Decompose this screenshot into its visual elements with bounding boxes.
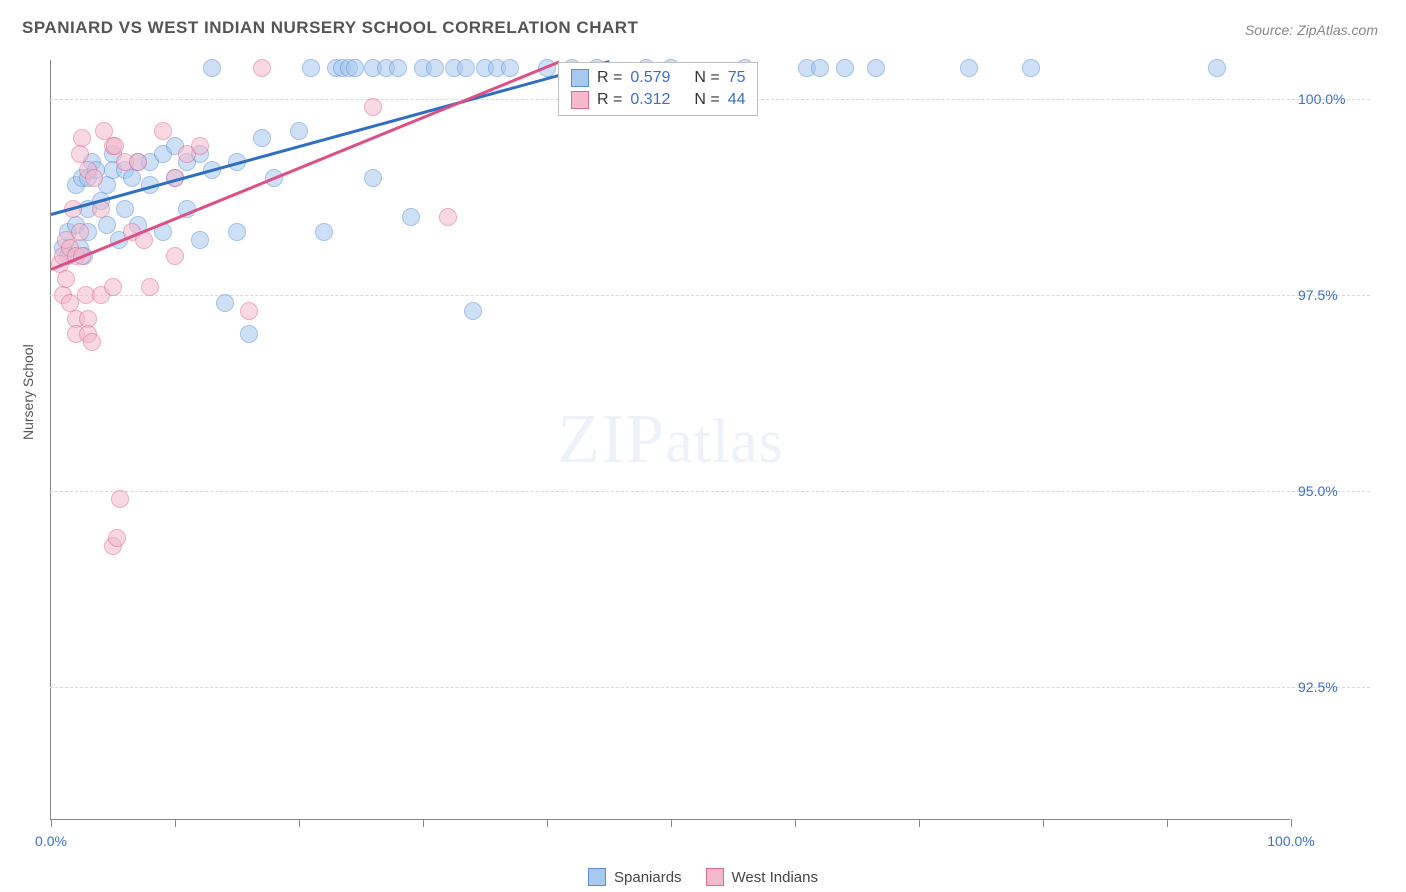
scatter-point-spaniards <box>867 59 885 77</box>
scatter-point-spaniards <box>811 59 829 77</box>
x-tick <box>423 819 424 827</box>
scatter-point-west_indians <box>83 333 101 351</box>
scatter-point-west_indians <box>111 490 129 508</box>
scatter-point-west_indians <box>154 122 172 140</box>
scatter-point-spaniards <box>457 59 475 77</box>
watermark: ZIPatlas <box>557 400 784 480</box>
legend-r-value: 0.579 <box>630 69 686 87</box>
scatter-plot-area: ZIPatlas 92.5%95.0%97.5%100.0%0.0%100.0% <box>50 60 1290 820</box>
legend-swatch-icon <box>706 868 724 886</box>
x-tick <box>51 819 52 827</box>
x-tick <box>547 819 548 827</box>
source-attribution: Source: ZipAtlas.com <box>1245 22 1378 38</box>
x-tick-label: 100.0% <box>1267 833 1314 849</box>
legend-r-label: R = <box>597 69 622 87</box>
watermark-zip: ZIP <box>557 401 665 478</box>
scatter-point-spaniards <box>191 231 209 249</box>
legend-row-west_indians: R = 0.312 N = 44 <box>559 89 757 111</box>
y-tick-label: 92.5% <box>1298 679 1378 695</box>
scatter-point-west_indians <box>240 302 258 320</box>
scatter-point-spaniards <box>302 59 320 77</box>
x-tick <box>1167 819 1168 827</box>
x-tick <box>1043 819 1044 827</box>
gridline <box>50 295 1370 296</box>
scatter-point-spaniards <box>315 223 333 241</box>
scatter-point-spaniards <box>216 294 234 312</box>
scatter-point-spaniards <box>240 325 258 343</box>
scatter-point-spaniards <box>346 59 364 77</box>
scatter-point-spaniards <box>1022 59 1040 77</box>
scatter-point-spaniards <box>290 122 308 140</box>
gridline <box>50 491 1370 492</box>
scatter-point-spaniards <box>1208 59 1226 77</box>
scatter-point-west_indians <box>104 278 122 296</box>
series-legend: Spaniards West Indians <box>0 868 1406 886</box>
scatter-point-spaniards <box>98 216 116 234</box>
scatter-point-spaniards <box>836 59 854 77</box>
scatter-point-west_indians <box>166 247 184 265</box>
scatter-point-west_indians <box>73 129 91 147</box>
scatter-point-spaniards <box>253 129 271 147</box>
trend-line-spaniards <box>51 60 610 215</box>
x-tick <box>919 819 920 827</box>
legend-r-value: 0.312 <box>630 91 686 109</box>
scatter-point-spaniards <box>123 169 141 187</box>
gridline <box>50 687 1370 688</box>
y-tick-label: 97.5% <box>1298 287 1378 303</box>
bottom-legend-label: Spaniards <box>614 869 682 886</box>
scatter-point-spaniards <box>464 302 482 320</box>
scatter-point-west_indians <box>85 169 103 187</box>
bottom-legend-item-west_indians: West Indians <box>706 868 818 886</box>
x-tick <box>299 819 300 827</box>
watermark-atlas: atlas <box>665 408 784 476</box>
chart-title: SPANIARD VS WEST INDIAN NURSERY SCHOOL C… <box>22 18 638 38</box>
x-tick-label: 0.0% <box>35 833 67 849</box>
scatter-point-west_indians <box>108 529 126 547</box>
bottom-legend-item-spaniards: Spaniards <box>588 868 682 886</box>
y-tick-label: 95.0% <box>1298 483 1378 499</box>
legend-n-value: 44 <box>728 91 746 109</box>
scatter-point-spaniards <box>203 59 221 77</box>
scatter-point-spaniards <box>960 59 978 77</box>
scatter-point-west_indians <box>253 59 271 77</box>
x-tick <box>795 819 796 827</box>
scatter-point-spaniards <box>364 169 382 187</box>
scatter-point-spaniards <box>402 208 420 226</box>
legend-r-label: R = <box>597 91 622 109</box>
y-tick-label: 100.0% <box>1298 91 1378 107</box>
scatter-point-spaniards <box>501 59 519 77</box>
scatter-point-spaniards <box>228 223 246 241</box>
legend-row-spaniards: R = 0.579 N = 75 <box>559 67 757 89</box>
correlation-legend: R = 0.579 N = 75 R = 0.312 N = 44 <box>558 62 758 116</box>
scatter-point-west_indians <box>71 223 89 241</box>
legend-swatch-icon <box>571 91 589 109</box>
scatter-point-west_indians <box>57 270 75 288</box>
scatter-point-spaniards <box>389 59 407 77</box>
legend-n-label: N = <box>694 91 719 109</box>
scatter-point-west_indians <box>364 98 382 116</box>
scatter-point-spaniards <box>116 200 134 218</box>
bottom-legend-label: West Indians <box>732 869 818 886</box>
scatter-point-west_indians <box>439 208 457 226</box>
y-axis-label: Nursery School <box>20 344 36 440</box>
scatter-point-west_indians <box>129 153 147 171</box>
legend-swatch-icon <box>588 868 606 886</box>
x-tick <box>175 819 176 827</box>
x-tick <box>1291 819 1292 827</box>
scatter-point-west_indians <box>141 278 159 296</box>
scatter-point-west_indians <box>191 137 209 155</box>
scatter-point-spaniards <box>426 59 444 77</box>
legend-n-label: N = <box>694 69 719 87</box>
legend-n-value: 75 <box>728 69 746 87</box>
legend-swatch-icon <box>571 69 589 87</box>
x-tick <box>671 819 672 827</box>
